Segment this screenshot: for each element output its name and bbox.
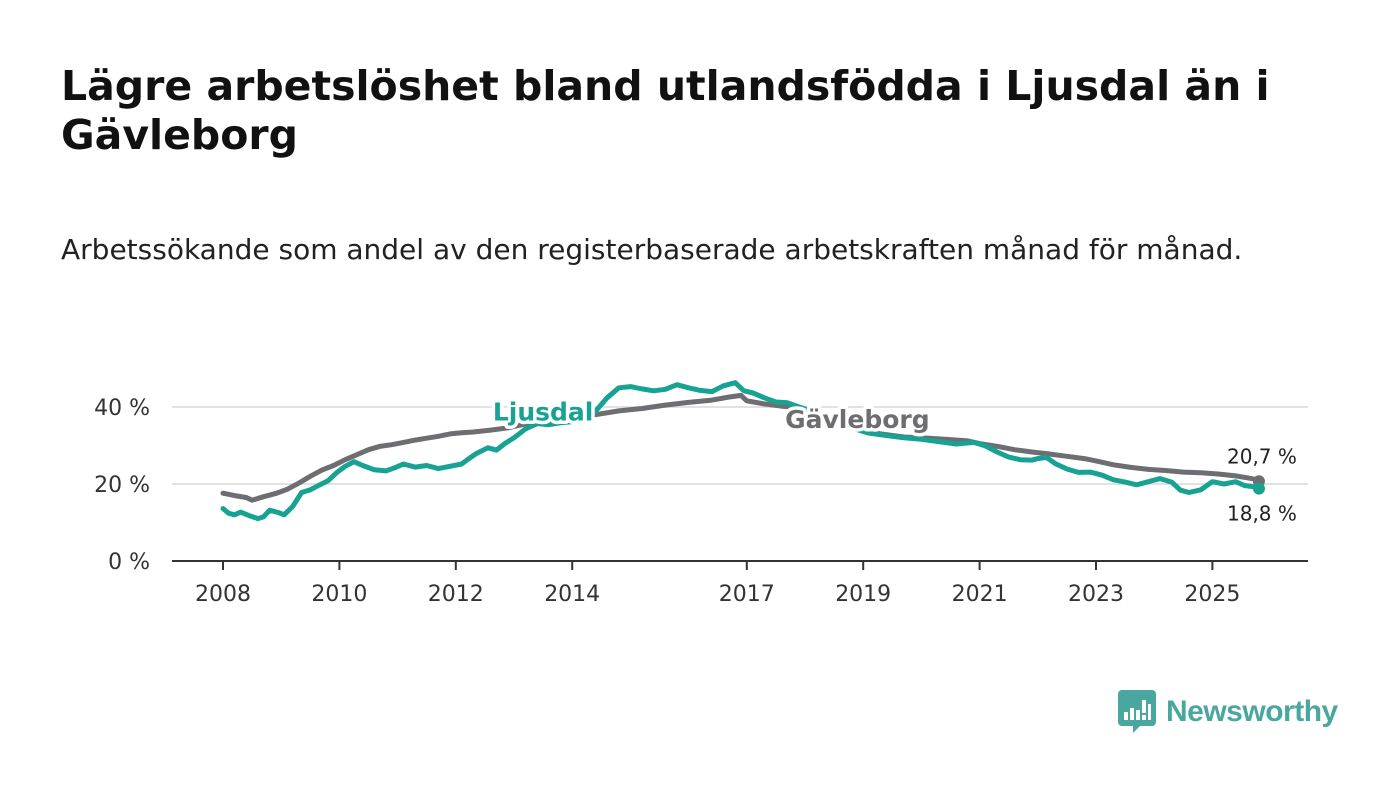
end-value-ljusdal: 18,8 % xyxy=(1227,502,1297,526)
chart-subtitle: Arbetssökande som andel av den registerb… xyxy=(61,233,1243,266)
brand-name: Newsworthy xyxy=(1166,695,1338,728)
end-value-gävleborg: 20,7 % xyxy=(1227,444,1297,468)
x-tick-label: 2019 xyxy=(835,582,891,607)
x-tick-label: 2010 xyxy=(311,582,367,607)
series-label-halo: Ljusdal xyxy=(493,397,594,426)
newsworthy-bubble-icon xyxy=(1118,690,1156,733)
series-label-halo: Gävleborg xyxy=(785,405,930,434)
x-tick-label: 2023 xyxy=(1068,582,1124,607)
newsworthy-logo[interactable]: Newsworthy xyxy=(1118,690,1338,734)
x-tick-label: 2014 xyxy=(544,582,600,607)
x-tick-label: 2021 xyxy=(952,582,1008,607)
series-line-ljusdal xyxy=(220,380,1262,522)
end-point-ljusdal xyxy=(1252,482,1265,495)
y-tick-label: 0 % xyxy=(108,550,150,575)
y-tick-label: 40 % xyxy=(94,396,150,421)
x-tick-label: 2008 xyxy=(195,582,251,607)
chart-title: Lägre arbetslöshet bland utlandsfödda i … xyxy=(61,62,1270,159)
series-label-ljusdal: Ljusdal xyxy=(493,397,594,426)
x-tick-label: 2017 xyxy=(719,582,775,607)
x-tick-label: 2012 xyxy=(428,582,484,607)
series-line-gävleborg xyxy=(220,392,1262,503)
x-tick-label: 2025 xyxy=(1184,582,1240,607)
series-label-gävleborg: Gävleborg xyxy=(785,405,930,434)
y-tick-label: 20 % xyxy=(94,473,150,498)
